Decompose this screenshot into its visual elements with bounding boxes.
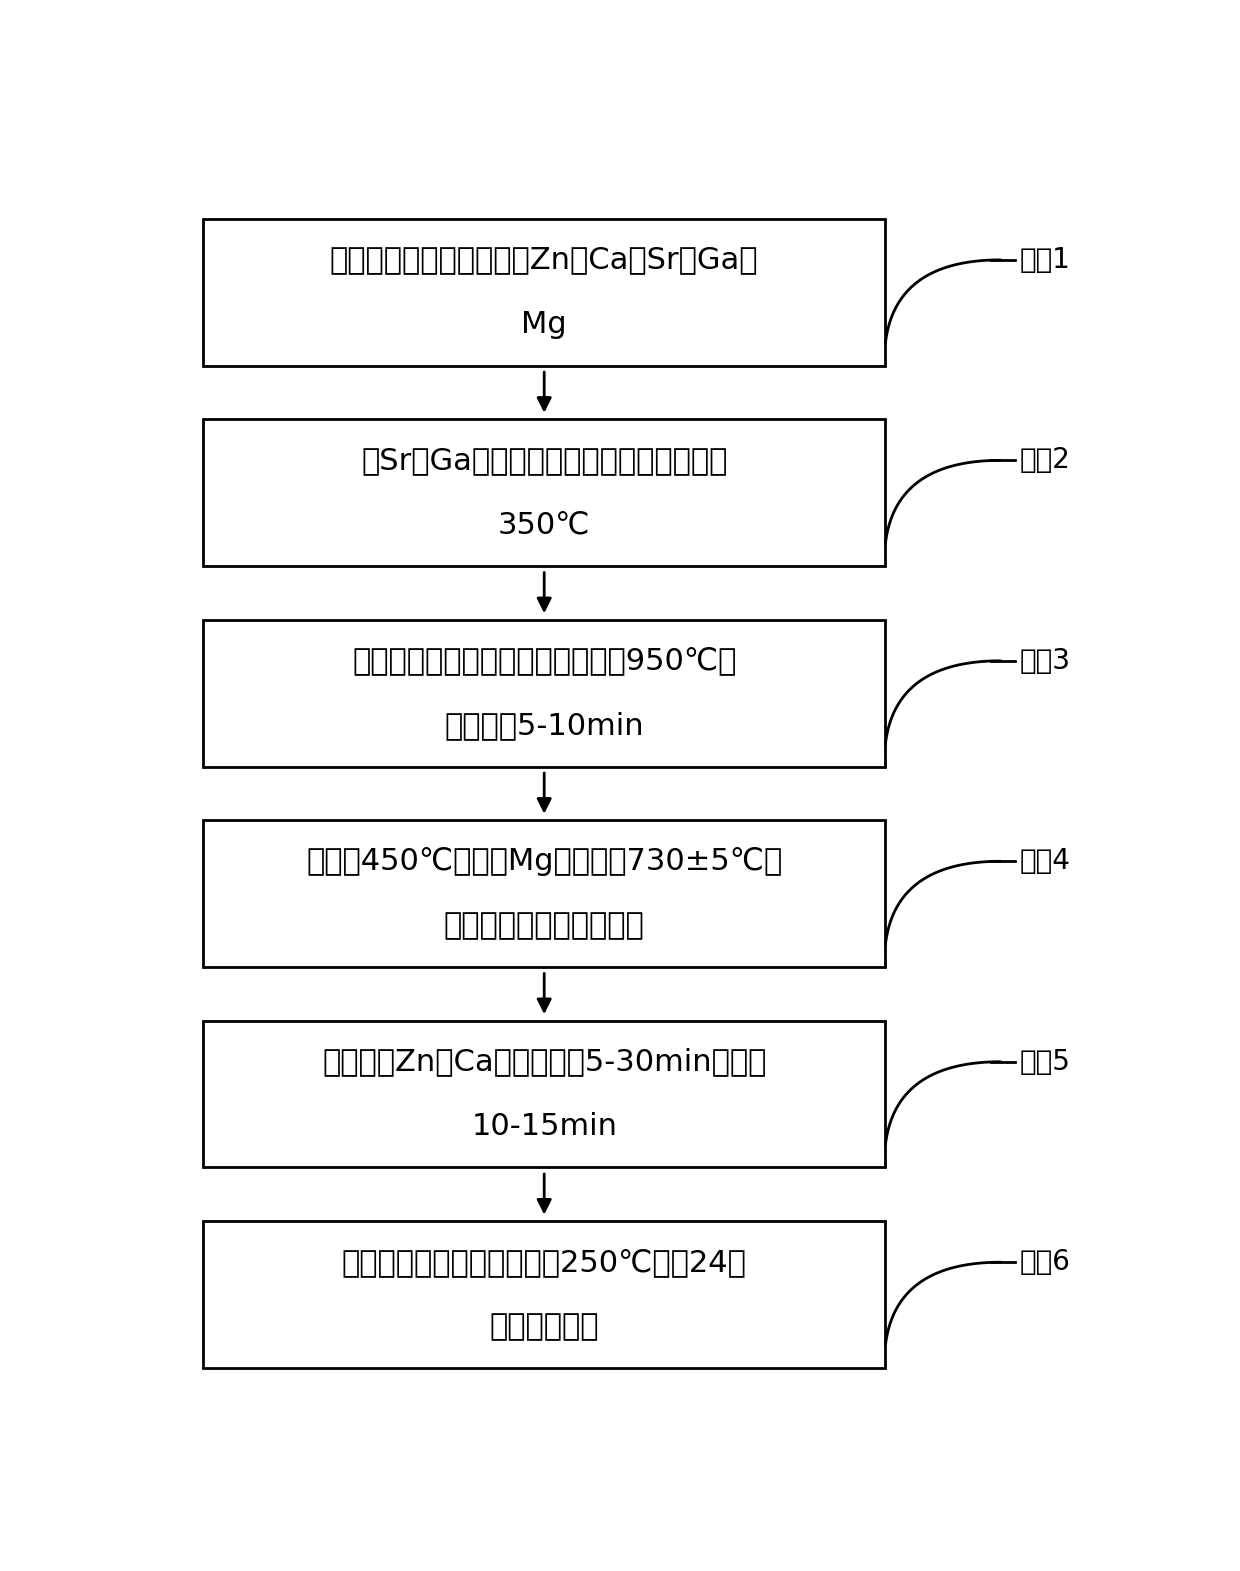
Text: 降温至450℃，加入Mg，升温至730±5℃，: 降温至450℃，加入Mg，升温至730±5℃， (306, 847, 782, 875)
FancyBboxPatch shape (203, 1021, 885, 1167)
Text: 电磁搅拌5-10min: 电磁搅拌5-10min (444, 712, 644, 740)
Text: 步骤4: 步骤4 (1019, 847, 1071, 875)
Text: 350℃: 350℃ (498, 511, 590, 539)
Text: 步骤6: 步骤6 (1019, 1249, 1071, 1276)
Text: 将Sr、Ga置于真空熔炉内抽真空并加热至: 将Sr、Ga置于真空熔炉内抽真空并加热至 (361, 446, 728, 474)
FancyBboxPatch shape (203, 1221, 885, 1368)
Text: 10-15min: 10-15min (471, 1112, 618, 1141)
Text: Mg: Mg (521, 309, 567, 339)
Text: 时后自然冷却: 时后自然冷却 (490, 1312, 599, 1342)
FancyBboxPatch shape (203, 218, 885, 366)
FancyBboxPatch shape (203, 619, 885, 767)
Text: 向真空炉内通入保护气体并升温至950℃，: 向真空炉内通入保护气体并升温至950℃， (352, 646, 737, 676)
Text: 步骤5: 步骤5 (1019, 1048, 1071, 1076)
Text: 依次加入Zn和Ca，保温搅拌5-30min后静置: 依次加入Zn和Ca，保温搅拌5-30min后静置 (322, 1048, 766, 1076)
FancyBboxPatch shape (203, 419, 885, 566)
Text: 步骤2: 步骤2 (1019, 446, 1071, 474)
Text: 步骤1: 步骤1 (1019, 247, 1071, 273)
FancyBboxPatch shape (203, 820, 885, 968)
Text: 按照比例称取对应质量的Zn、Ca、Sr、Ga和: 按照比例称取对应质量的Zn、Ca、Sr、Ga和 (330, 245, 759, 275)
Text: 保温搅拌使合金混合均匀: 保温搅拌使合金混合均匀 (444, 911, 645, 941)
Text: 步骤3: 步骤3 (1019, 647, 1071, 676)
Text: 将得到的合金液注入模具中250℃保温24小: 将得到的合金液注入模具中250℃保温24小 (342, 1247, 746, 1277)
